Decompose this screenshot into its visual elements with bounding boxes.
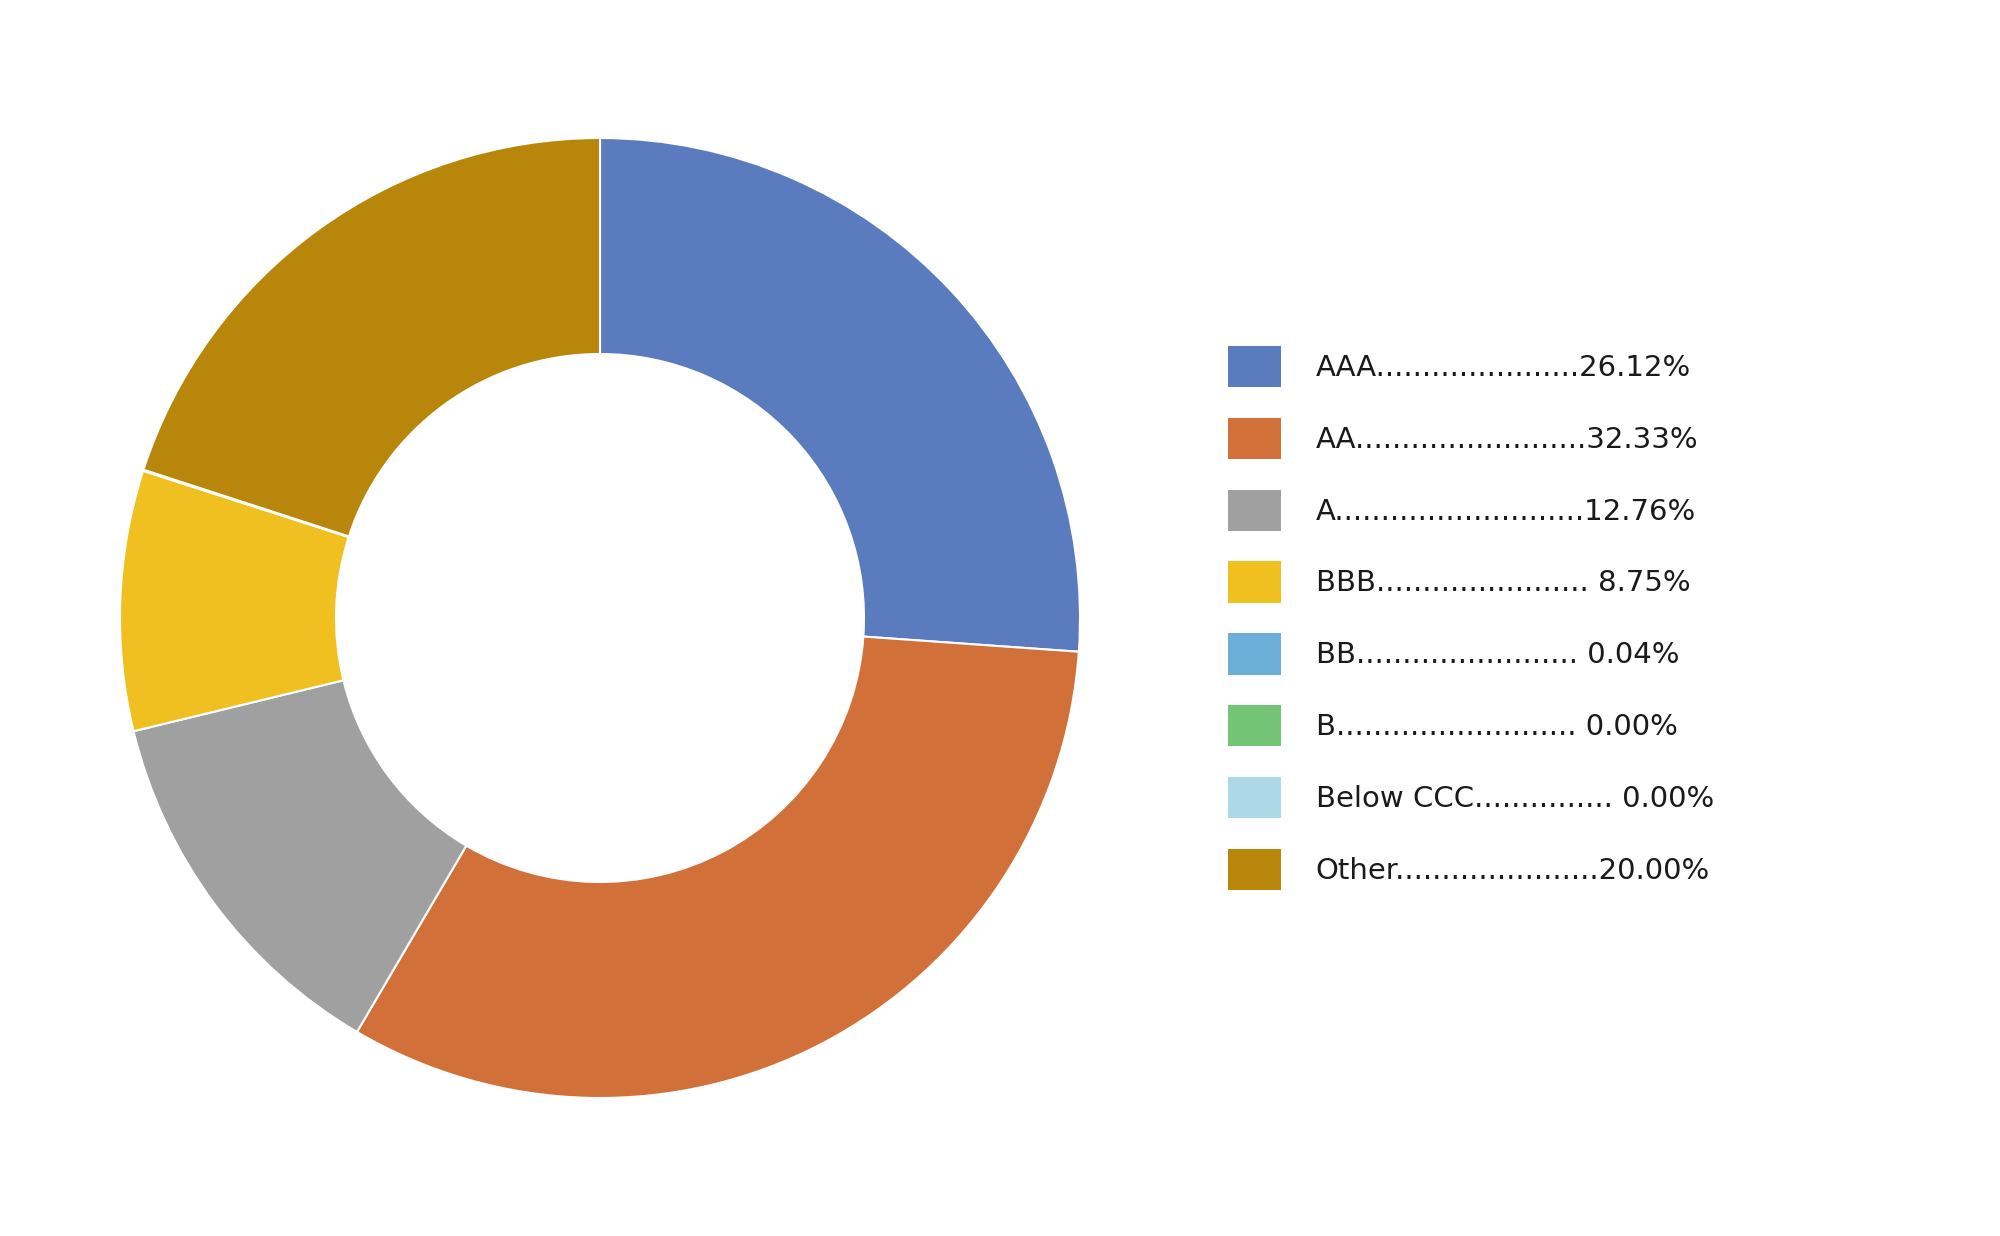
Wedge shape <box>134 680 466 1032</box>
Wedge shape <box>356 637 1078 1098</box>
Wedge shape <box>120 471 348 732</box>
Wedge shape <box>144 470 348 536</box>
Wedge shape <box>144 470 348 538</box>
Legend: AAA......................26.12%, AA.........................32.33%, A...........: AAA......................26.12%, AA.....… <box>1216 334 1726 902</box>
Wedge shape <box>600 138 1080 651</box>
Wedge shape <box>144 470 348 536</box>
Wedge shape <box>144 138 600 536</box>
